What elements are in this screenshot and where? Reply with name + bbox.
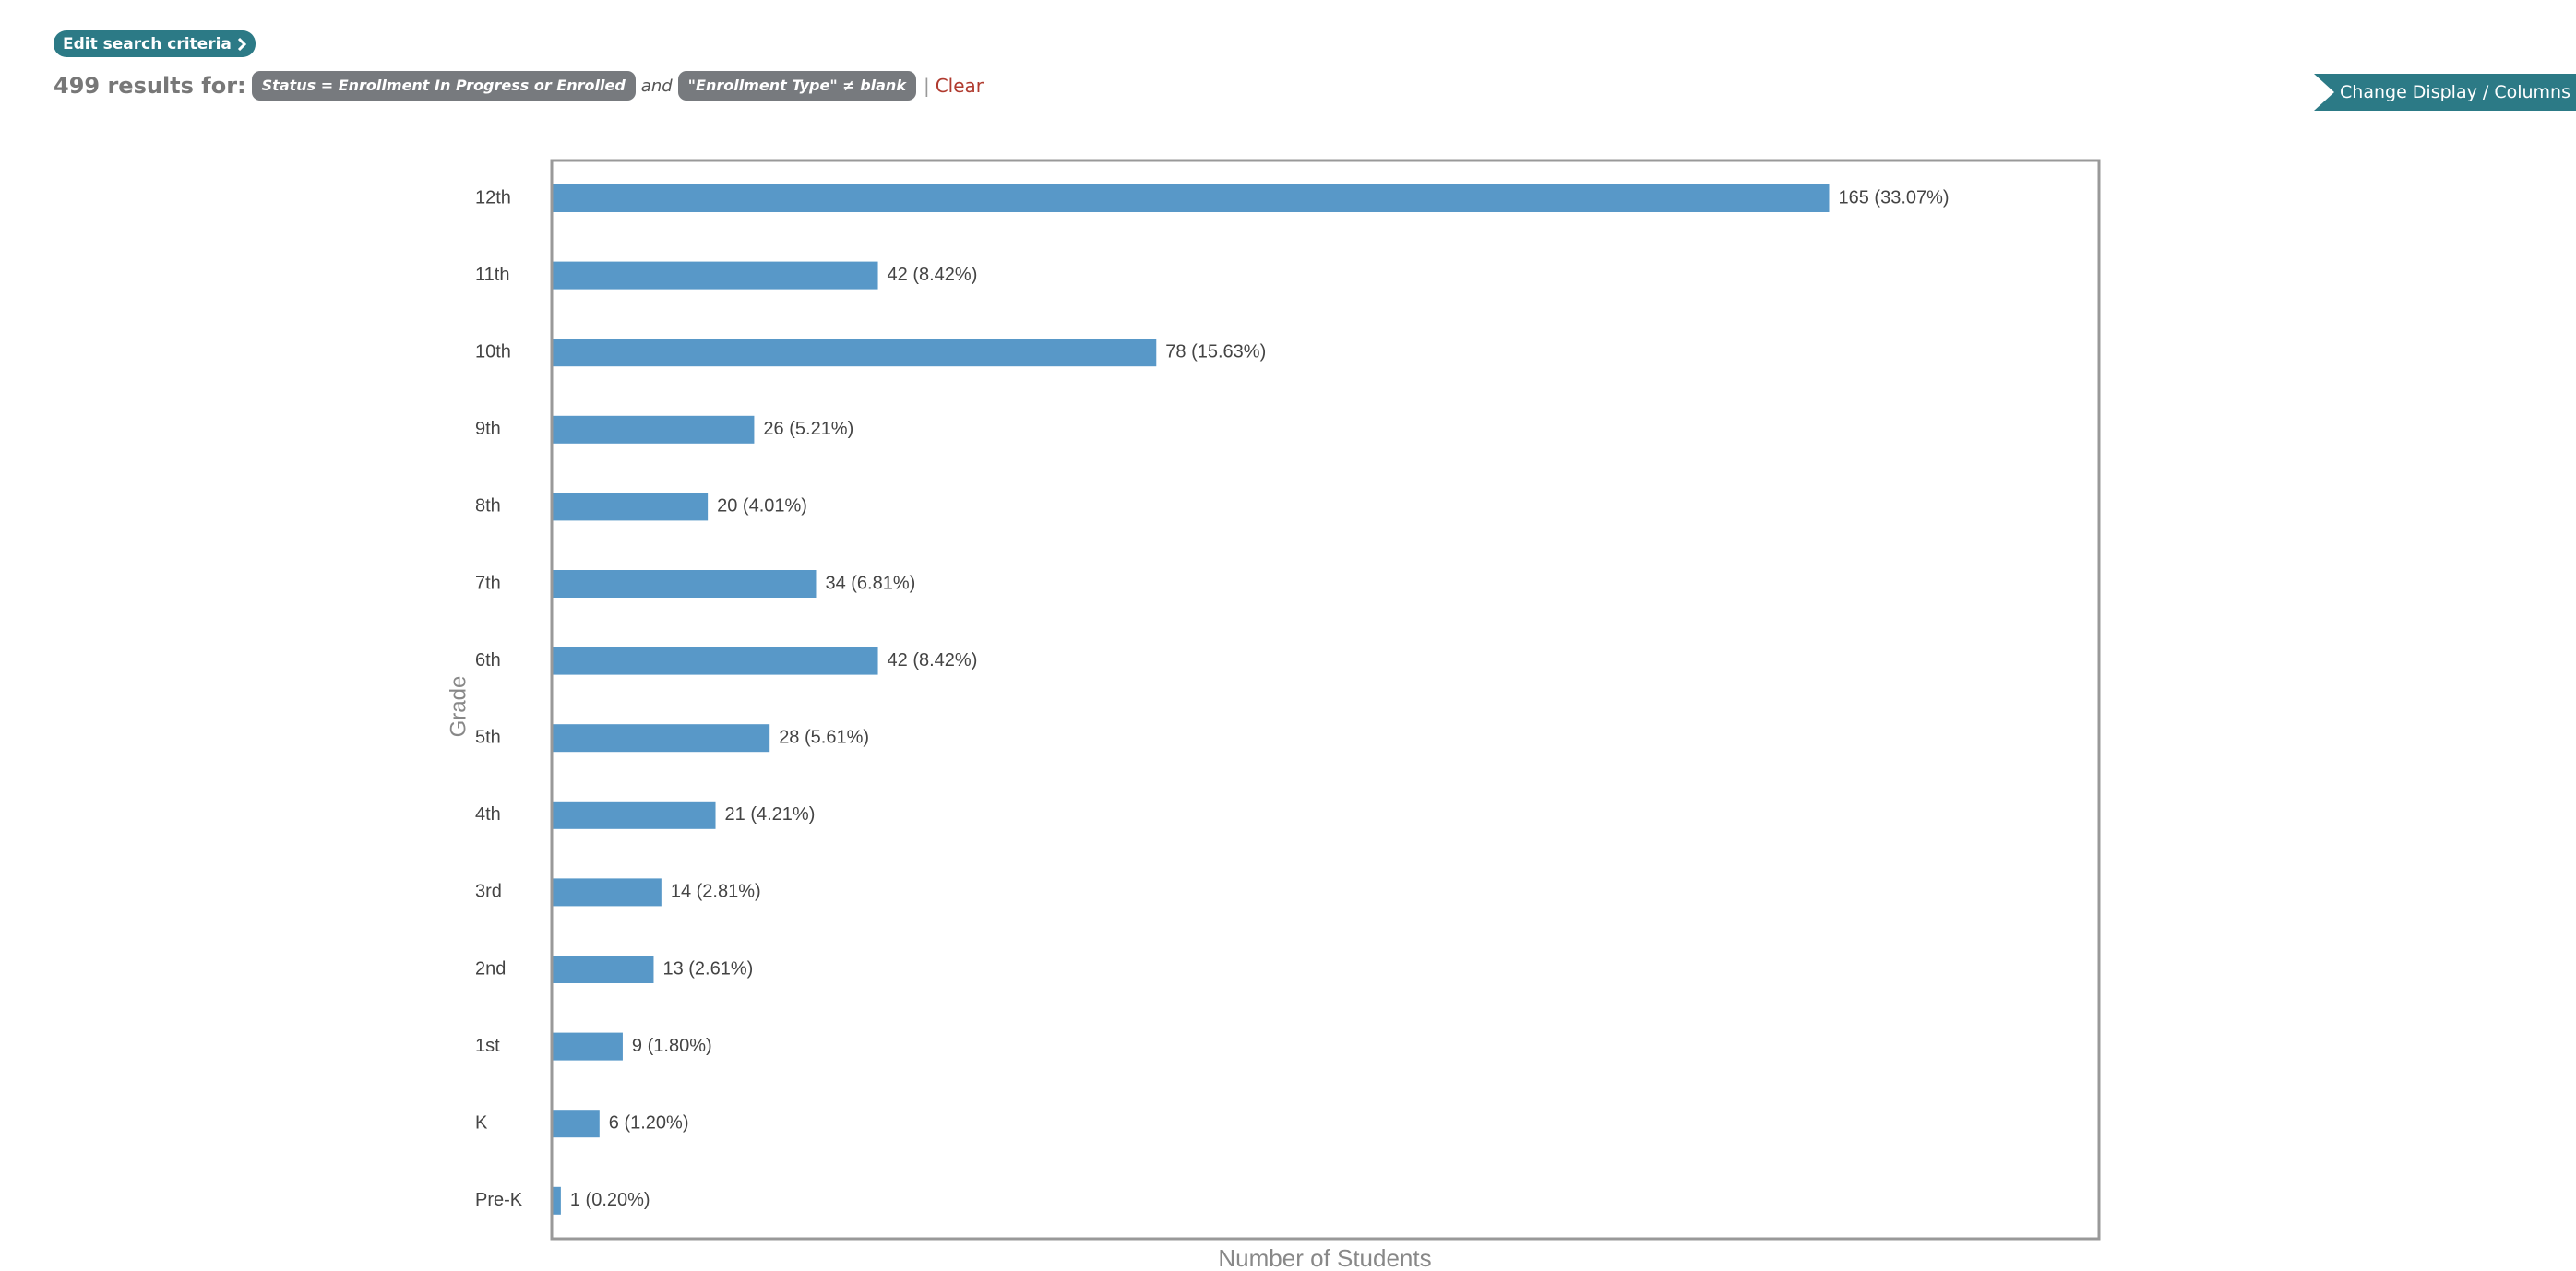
edit-search-criteria-label: Edit search criteria [63,34,232,53]
y-tick-label: 5th [475,727,501,747]
change-display-columns-button[interactable]: Change Display / Columns [2314,74,2576,111]
bar-8th [553,493,709,521]
bar-9th [553,415,755,444]
filter-joiner: and [640,76,673,96]
data-label: 34 (6.81%) [825,573,915,593]
bar-5th [553,724,770,753]
bar-1st [553,1032,623,1061]
edit-search-criteria-button[interactable]: Edit search criteria [54,30,256,57]
results-count: 499 results for: [54,73,246,99]
data-label: 21 (4.21%) [725,804,816,825]
change-display-columns-label: Change Display / Columns [2340,82,2570,102]
y-tick-label: 4th [475,804,501,825]
y-tick-label: 1st [475,1036,500,1056]
y-tick-label: 3rd [475,882,502,902]
bar-12th [553,184,1830,212]
bar-k [553,1110,600,1138]
chevron-right-icon [237,37,246,51]
bars-group: 12th 165 (33.07%) 11th 42 (8.42%) 10th 78 (15… [475,184,1950,1215]
y-axis-label: Grade [446,676,471,738]
y-tick-label: 2nd [475,958,506,979]
plot-frame [550,159,2101,1241]
y-tick-label: 10th [475,341,511,362]
clear-link[interactable]: Clear [935,75,984,97]
separator: | [923,75,930,97]
data-label: 42 (8.42%) [888,650,978,671]
bar-pre-k [553,1186,561,1215]
y-tick-label: 9th [475,419,501,439]
data-label: 14 (2.81%) [671,882,761,902]
y-tick-label: K [475,1112,488,1133]
data-label: 78 (15.63%) [1165,341,1266,362]
data-label: 9 (1.80%) [632,1036,712,1056]
bar-3rd [553,878,662,907]
bar-2nd [553,956,654,983]
data-label: 20 (4.01%) [717,496,807,517]
data-label: 1 (0.20%) [570,1190,650,1210]
data-label: 28 (5.61%) [779,727,869,747]
data-label: 6 (1.20%) [609,1112,689,1133]
y-tick-label: 7th [475,573,501,593]
y-tick-label: Pre-K [475,1190,523,1210]
data-label: 165 (33.07%) [1839,187,1950,208]
y-tick-label: 8th [475,496,501,517]
bar-7th [553,570,817,598]
bar-6th [553,647,878,675]
bar-11th [553,261,878,290]
filter-tag-enrollment-type: "Enrollment Type" ≠ blank [677,71,916,101]
filter-tag-status: Status = Enrollment In Progress or Enrol… [251,71,636,101]
y-tick-label: 12th [475,187,511,208]
y-tick-label: 6th [475,650,501,671]
y-tick-label: 11th [475,265,509,285]
x-axis-label: Number of Students [1218,1244,1431,1271]
data-label: 26 (5.21%) [763,419,853,439]
bar-10th [553,339,1157,367]
data-label: 13 (2.61%) [662,958,753,979]
search-summary: 499 results for: Status = Enrollment In … [54,70,984,101]
bar-4th [553,801,716,829]
data-label: 42 (8.42%) [888,265,978,285]
